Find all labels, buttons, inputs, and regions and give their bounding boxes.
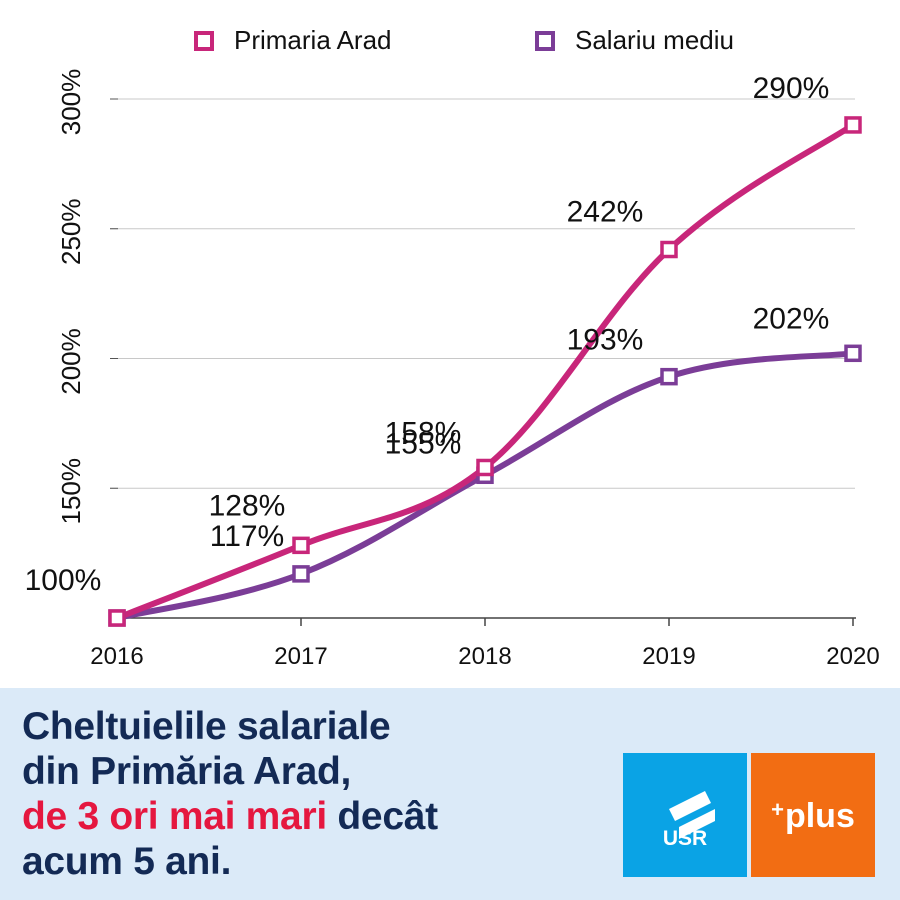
x-tick-label: 2019 (642, 643, 695, 670)
legend-label: Salariu mediu (575, 25, 734, 55)
data-point-marker (292, 536, 310, 555)
data-point-marker (844, 116, 862, 134)
x-tick-label: 2017 (274, 643, 327, 670)
series-line-salariu-mediu (114, 350, 856, 621)
usr-logo-text: USR (662, 827, 708, 850)
plus-logo-text: +plus (751, 797, 875, 836)
chart-gridlines (110, 98, 855, 489)
data-label: 155% (385, 427, 462, 460)
data-label: 128% (209, 489, 286, 522)
data-label: 290% (753, 72, 830, 105)
line-chart: 150% 200% 250% 300% 2016 2017 2018 2019 2020 10… (25, 25, 880, 670)
data-label: 100% (25, 564, 102, 597)
y-axis-ticks: 150% 200% 250% 300% (56, 69, 118, 525)
data-point-marker (476, 458, 494, 477)
headline-line-2: din Primăria Arad, (22, 750, 352, 793)
legend-marker (194, 31, 214, 51)
data-label: 202% (753, 302, 830, 335)
data-point-marker (292, 565, 310, 583)
x-tick-label: 2018 (458, 643, 511, 670)
headline: Cheltuielile salariale din Primăria Arad… (22, 704, 602, 884)
y-tick-label: 200% (56, 328, 86, 395)
data-point-marker (660, 240, 678, 259)
legend-label: Primaria Arad (234, 25, 392, 55)
data-label: 242% (567, 196, 644, 229)
plus-logo: +plus (751, 753, 875, 877)
data-point-marker (844, 344, 862, 363)
headline-line-1: Cheltuielile salariale (22, 705, 391, 748)
y-tick-label: 250% (56, 199, 86, 266)
data-label: 193% (567, 324, 644, 357)
data-label: 158% (385, 416, 462, 449)
usr-flag-icon (669, 791, 715, 839)
headline-highlight: de 3 ori mai mari (22, 795, 327, 838)
usr-logo: USR (623, 753, 747, 877)
headline-line-4: acum 5 ani. (22, 840, 232, 883)
y-tick-label: 300% (56, 69, 86, 136)
data-point-marker (108, 609, 126, 627)
headline-line-3-rest: decât (326, 795, 438, 838)
series-markers (108, 116, 862, 627)
bottom-banner (0, 688, 900, 900)
plus-logo-word: plus (784, 797, 855, 835)
y-tick-label: 150% (56, 458, 86, 525)
x-tick-label: 2016 (90, 643, 143, 670)
data-labels: 100% 128% 158% 242% 290% 117% 155% 193% 202% (25, 72, 830, 597)
data-point-marker (660, 367, 678, 386)
x-axis-ticks: 2016 2017 2018 2019 2020 (90, 618, 880, 670)
plus-logo-sup: + (771, 797, 784, 822)
legend: Primaria Arad Salariu mediu (194, 25, 734, 55)
legend-marker (535, 31, 555, 51)
data-label: 117% (210, 520, 285, 553)
x-tick-label: 2020 (826, 643, 879, 670)
